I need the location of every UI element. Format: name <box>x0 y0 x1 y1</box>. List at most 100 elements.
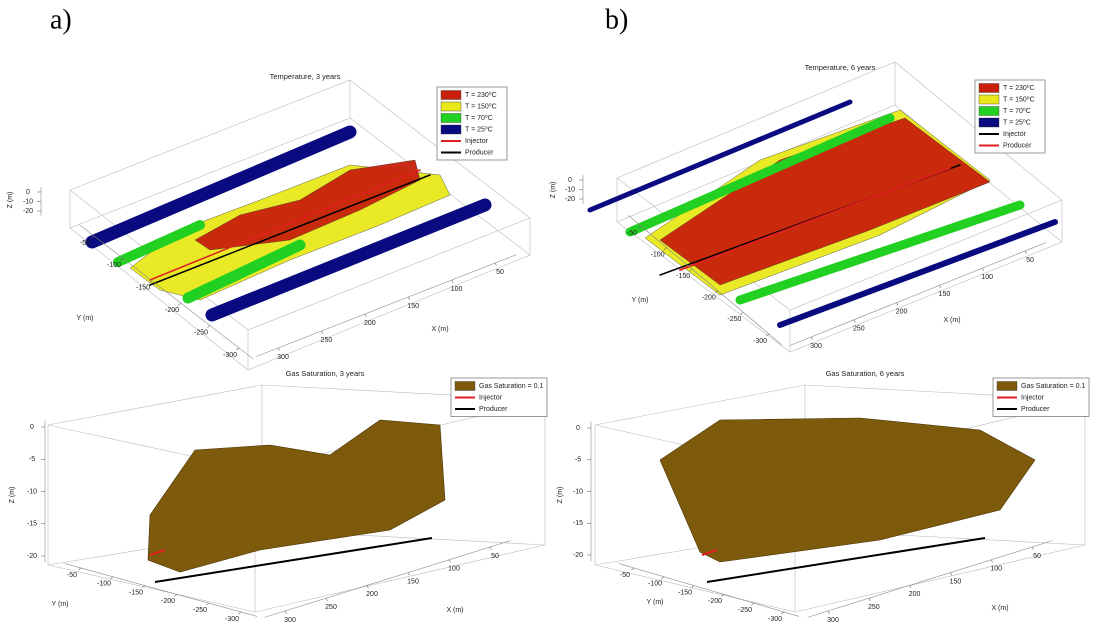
z-tick-label: -15 <box>27 521 37 528</box>
legend-label: T = 150⁰C <box>465 102 497 110</box>
y-tick-label: -200 <box>702 295 716 302</box>
x-tick-label: 150 <box>407 303 419 310</box>
tick-mark <box>950 572 953 576</box>
tick-mark <box>827 610 830 614</box>
x-axis-label: X (m) <box>446 607 463 614</box>
legend-label: T = 150⁰C <box>1003 95 1035 103</box>
x-tick-label: 200 <box>366 591 378 598</box>
z-tick-label: 0 <box>576 425 580 432</box>
chart-title: Gas Saturation, 6 years <box>826 369 905 378</box>
tick-mark <box>451 279 454 283</box>
x-tick-label: 250 <box>868 604 880 611</box>
x-tick-label: 100 <box>451 286 463 293</box>
legend-label: T = 70⁰C <box>1003 107 1031 115</box>
legend-swatch <box>978 94 1000 105</box>
producer-well <box>154 537 433 583</box>
tick-mark <box>236 347 240 351</box>
z-tick-label: -20 <box>573 552 583 559</box>
isosurface-tube <box>587 99 853 213</box>
tick-mark <box>91 235 95 239</box>
chart-title: Temperature, 6 years <box>805 63 876 72</box>
y-tick-label: -50 <box>627 230 637 237</box>
legend-label: Producer <box>1003 142 1032 149</box>
y-tick-label: -200 <box>165 307 179 314</box>
isosurface-tube <box>625 113 895 237</box>
tick-mark <box>740 312 744 315</box>
legend-label: Producer <box>465 149 494 156</box>
y-tick-label: -100 <box>107 262 121 269</box>
isosurface-tube <box>149 169 421 281</box>
isosurface <box>659 117 991 286</box>
z-tick-label: -20 <box>23 208 33 215</box>
tick-mark <box>364 313 367 317</box>
z-tick-label: -10 <box>573 488 583 495</box>
isosurface-tube <box>113 220 205 267</box>
x-tick-label: 300 <box>284 617 296 624</box>
legend-label: Producer <box>1021 406 1050 413</box>
legend-label: T = 25⁰C <box>465 125 493 133</box>
legend-label: Injector <box>465 138 489 145</box>
y-tick-label: -150 <box>129 589 143 596</box>
isosurface-tube <box>735 200 1025 305</box>
tick-mark <box>896 302 899 306</box>
x-tick-label: 200 <box>896 308 908 315</box>
y-tick-label: -250 <box>738 607 752 614</box>
tick-mark <box>494 262 497 266</box>
tick-mark <box>238 611 242 615</box>
legend-label: Gas Saturation = 0.1 <box>1021 383 1086 390</box>
x-axis <box>256 254 517 357</box>
legend-label: Producer <box>479 406 508 413</box>
chart-title: Gas Saturation, 3 years <box>286 369 365 378</box>
isosurface-tube <box>777 219 1058 328</box>
z-tick-label: -20 <box>565 196 575 203</box>
y-tick-label: -300 <box>225 616 239 623</box>
x-tick-label: 50 <box>1033 553 1041 560</box>
y-tick-label: -50 <box>80 240 90 247</box>
x-tick-label: 200 <box>909 591 921 598</box>
x-tick-label: 250 <box>321 337 333 344</box>
z-tick-label: -5 <box>29 456 35 463</box>
legend-label: Injector <box>1003 131 1027 138</box>
tick-mark <box>631 567 635 571</box>
x-axis <box>264 540 511 618</box>
legend-swatch <box>454 381 476 391</box>
legend-label: Injector <box>1021 394 1045 401</box>
isosurface-tube <box>205 198 492 322</box>
z-tick-label: 0 <box>568 177 572 184</box>
legend-swatch <box>440 113 462 123</box>
tick-mark <box>489 546 492 550</box>
legend-label: T = 25⁰C <box>1003 118 1031 126</box>
y-tick-label: -100 <box>97 581 111 588</box>
y-tick-label: -250 <box>194 329 208 336</box>
x-tick-label: 300 <box>277 354 289 361</box>
y-axis-label: Y (m) <box>632 297 649 304</box>
z-axis-label: Z (m) <box>7 192 14 209</box>
tick-mark <box>689 268 693 272</box>
tick-mark <box>407 296 410 300</box>
tick-mark <box>366 585 369 589</box>
panel-label: a) <box>50 4 72 35</box>
y-tick-label: -150 <box>678 589 692 596</box>
tick-mark <box>120 258 124 261</box>
tick-mark <box>981 268 984 272</box>
z-tick-label: -10 <box>23 198 33 205</box>
tick-mark <box>178 302 182 306</box>
x-tick-label: 200 <box>364 320 376 327</box>
x-tick-label: 250 <box>853 326 865 333</box>
legend-swatch <box>978 106 1000 116</box>
x-tick-label: 100 <box>990 566 1002 573</box>
tick-mark <box>1031 546 1034 550</box>
y-tick-label: -300 <box>768 616 782 623</box>
legend-label: Injector <box>479 394 503 401</box>
y-axis <box>64 563 258 617</box>
tick-mark <box>939 285 942 289</box>
tick-mark <box>766 333 770 337</box>
y-axis-label: Y (m) <box>52 601 69 608</box>
isosurface-tube <box>182 239 306 304</box>
y-tick-label: -50 <box>67 572 77 579</box>
x-axis-label: X (m) <box>943 317 960 324</box>
z-tick-label: -10 <box>565 186 575 193</box>
legend-label: Gas Saturation = 0.1 <box>479 383 544 390</box>
